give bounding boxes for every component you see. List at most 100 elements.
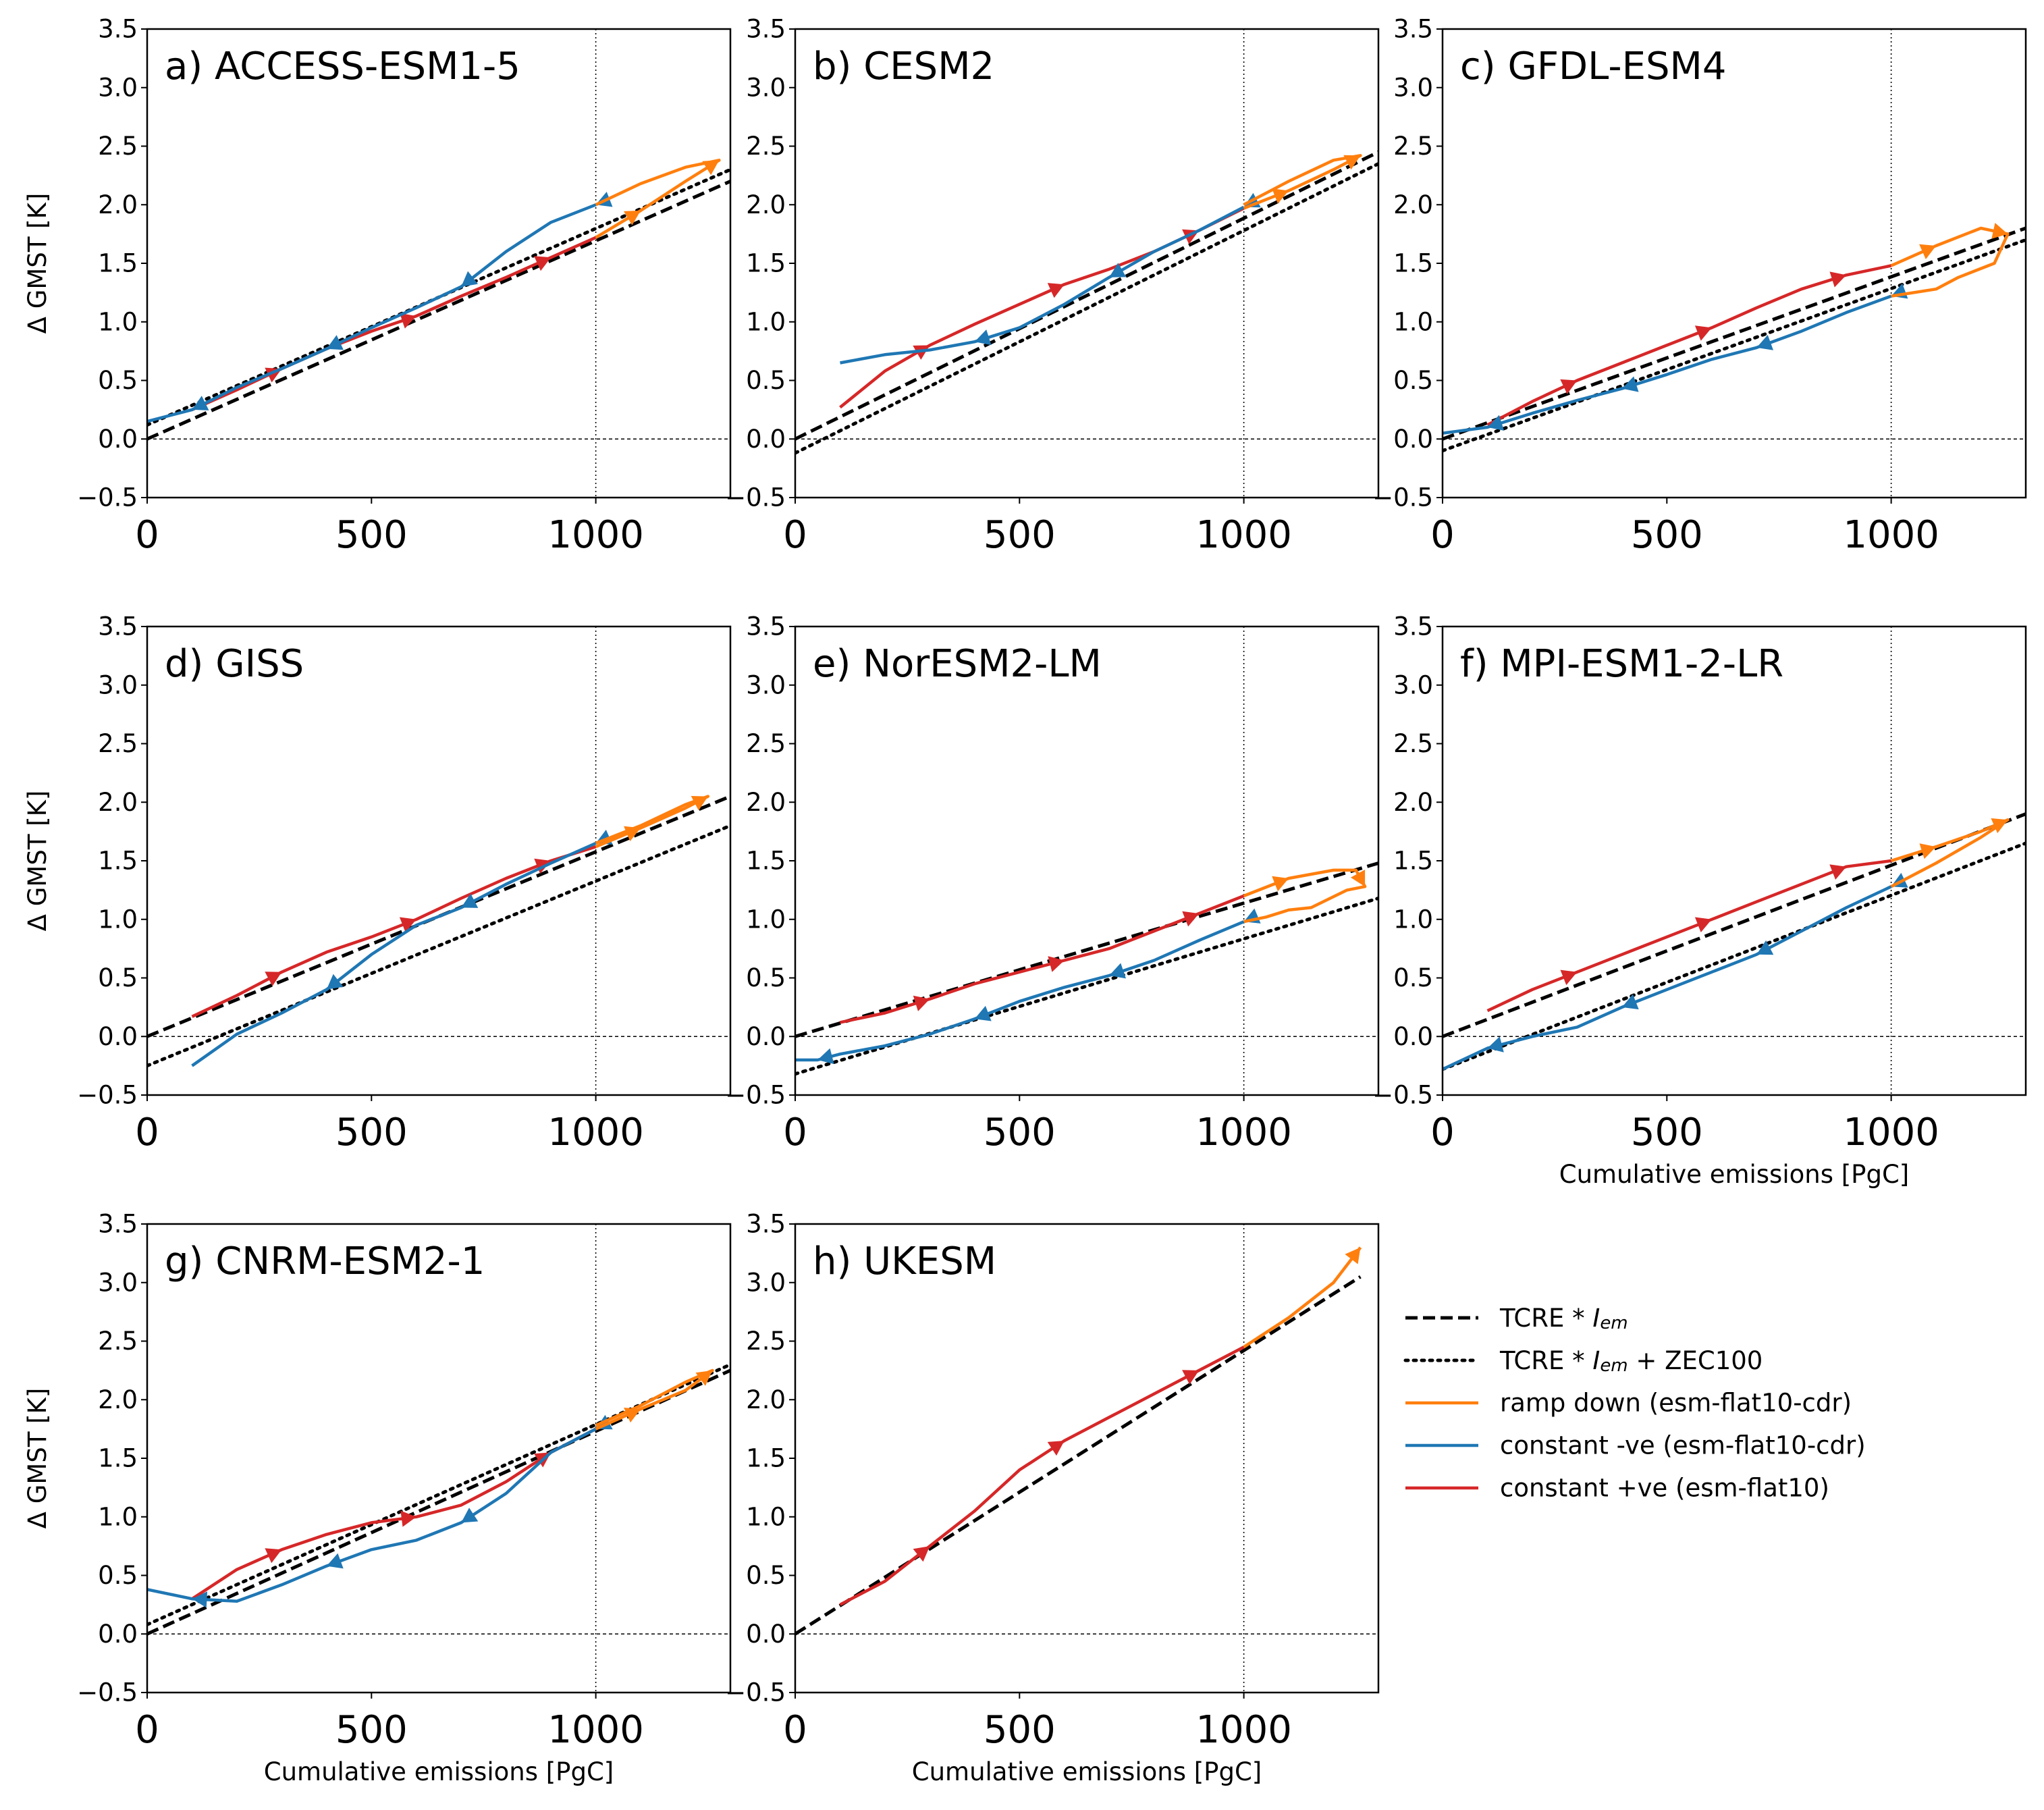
arrow-constant_neg <box>1621 994 1639 1010</box>
panel-title: d) GISS <box>165 642 304 686</box>
arrow-constant_pos <box>534 256 552 271</box>
y-tick-label: 0.5 <box>1393 963 1433 992</box>
panel-title: f) MPI-ESM1-2-LR <box>1460 642 1783 686</box>
x-tick-label: 0 <box>783 1708 807 1752</box>
arrow-constant_neg <box>1487 1036 1504 1053</box>
x-tick-label: 500 <box>1631 513 1703 557</box>
y-tick-label: 1.0 <box>98 307 138 336</box>
arrow-ramp_down <box>624 210 641 225</box>
x-tick-label: 1000 <box>547 1708 644 1752</box>
axes-frame <box>146 28 732 499</box>
series-constant_pos <box>191 845 597 1018</box>
y-tick-label: 3.5 <box>746 15 786 44</box>
x-tick-label: 1000 <box>547 513 644 557</box>
arrow-ramp_down <box>1272 188 1289 204</box>
x-tick-label: 0 <box>1430 1111 1455 1154</box>
legend-entry: TCRE * Iem + ZEC100 <box>1499 1346 1763 1377</box>
y-tick-label: 3.5 <box>98 612 138 641</box>
series-constant_pos <box>1486 859 1891 1013</box>
arrow-constant_neg <box>461 893 479 908</box>
arrow-constant_neg <box>1756 335 1773 350</box>
series-constant_neg <box>1443 885 1892 1071</box>
x-tick-label: 500 <box>335 513 408 557</box>
plot-area <box>795 1246 1362 1636</box>
y-tick-label: 2.0 <box>1393 190 1433 219</box>
x-axis-label: Cumulative emissions [PgC] <box>264 1757 614 1786</box>
axes-frame <box>794 28 1380 499</box>
arrow-constant_neg <box>192 396 209 410</box>
arrow-constant_neg <box>974 1005 992 1021</box>
arrow-ramp_down <box>1272 876 1289 892</box>
y-tick-label: 1.5 <box>746 249 786 278</box>
y-tick-label: −0.5 <box>77 1081 138 1110</box>
y-tick-label: 0.5 <box>98 1561 138 1590</box>
y-tick-label: 2.0 <box>98 190 138 219</box>
y-tick-label: 1.0 <box>98 1502 138 1531</box>
series-ramp_down <box>1243 868 1367 924</box>
x-axis-label: Cumulative emissions [PgC] <box>912 1757 1262 1786</box>
arrow-constant_pos <box>400 313 416 329</box>
x-tick-label: 0 <box>135 1708 159 1752</box>
y-tick-label: 2.0 <box>1393 788 1433 817</box>
y-axis-label: Δ GMST [K] <box>23 193 52 334</box>
tcre-line <box>1443 226 2026 441</box>
y-tick-label: 3.0 <box>1393 670 1433 699</box>
y-tick-label: −0.5 <box>725 1678 786 1707</box>
panel-title: h) UKESM <box>813 1240 996 1283</box>
y-tick-label: 2.0 <box>746 788 786 817</box>
y-tick-label: 3.0 <box>746 670 786 699</box>
series-constant_neg <box>1443 294 1892 435</box>
arrow-ramp_down <box>1919 244 1937 259</box>
series-constant_neg <box>840 205 1245 365</box>
y-tick-label: 2.0 <box>746 1385 786 1414</box>
y-tick-label: 0.5 <box>746 963 786 992</box>
plot-area <box>1443 223 2026 453</box>
y-tick-label: 1.0 <box>746 1502 786 1531</box>
axes-frame <box>794 625 1380 1096</box>
series-ramp_down <box>1890 818 2010 888</box>
arrow-ramp_down <box>1919 843 1937 859</box>
y-tick-label: 3.0 <box>98 1268 138 1297</box>
x-tick-label: 0 <box>135 513 159 557</box>
y-tick-label: 1.0 <box>1393 905 1433 934</box>
arrow-constant_pos <box>1047 283 1065 298</box>
arrow-constant_pos <box>400 1510 416 1527</box>
panel-title: b) CESM2 <box>813 45 994 88</box>
panel-2: −0.5 0.0 0.5 1.0 1.5 2.0 2.5 3.0 3.5 0 500 1000 c) G… <box>1372 15 2027 557</box>
arrow-constant_neg <box>1621 376 1639 392</box>
axes-frame <box>1441 28 2027 499</box>
y-tick-label: 0.5 <box>1393 366 1433 395</box>
panel-7: −0.5 0.0 0.5 1.0 1.5 2.0 2.5 3.0 3.5 0 500 1000 h) U… <box>725 1210 1380 1786</box>
y-tick-label: −0.5 <box>1372 1081 1433 1110</box>
plot-area <box>147 1362 730 1636</box>
y-tick-label: 1.5 <box>1393 847 1433 876</box>
arrow-constant_neg <box>326 335 344 350</box>
series-ramp_down <box>595 1368 714 1431</box>
y-tick-label: 0.5 <box>746 366 786 395</box>
arrow-constant_neg <box>1756 940 1774 955</box>
x-tick-label: 500 <box>984 1708 1056 1752</box>
arrow-constant_pos <box>913 345 930 360</box>
y-tick-label: 2.5 <box>98 1327 138 1356</box>
y-tick-label: −0.5 <box>77 1678 138 1707</box>
arrow-constant_neg <box>326 1553 344 1569</box>
y-tick-label: 1.0 <box>98 905 138 934</box>
arrow-constant_neg <box>326 974 344 990</box>
y-tick-label: 2.5 <box>746 1327 786 1356</box>
plot-area <box>147 795 730 1068</box>
panel-title: a) ACCESS-ESM1-5 <box>165 45 520 88</box>
series-constant_pos <box>191 236 597 411</box>
y-tick-label: 3.0 <box>746 73 786 102</box>
panel-title: e) NorESM2-LM <box>813 642 1102 686</box>
y-tick-label: 3.0 <box>98 670 138 699</box>
tcre-line <box>795 1275 1362 1636</box>
y-tick-label: 3.0 <box>746 1268 786 1297</box>
panel-title: c) GFDL-ESM4 <box>1460 45 1726 88</box>
arrow-constant_neg <box>1109 263 1127 277</box>
series-constant_pos <box>1486 264 1892 427</box>
x-axis-label: Cumulative emissions [PgC] <box>1559 1160 1910 1189</box>
y-tick-label: 0.0 <box>746 1620 786 1649</box>
y-axis-label: Δ GMST [K] <box>23 1388 52 1529</box>
arrow-constant_neg <box>192 1591 208 1608</box>
legend: TCRE * Iem TCRE * Iem + ZEC100 ramp down (… <box>1403 1304 1866 1503</box>
